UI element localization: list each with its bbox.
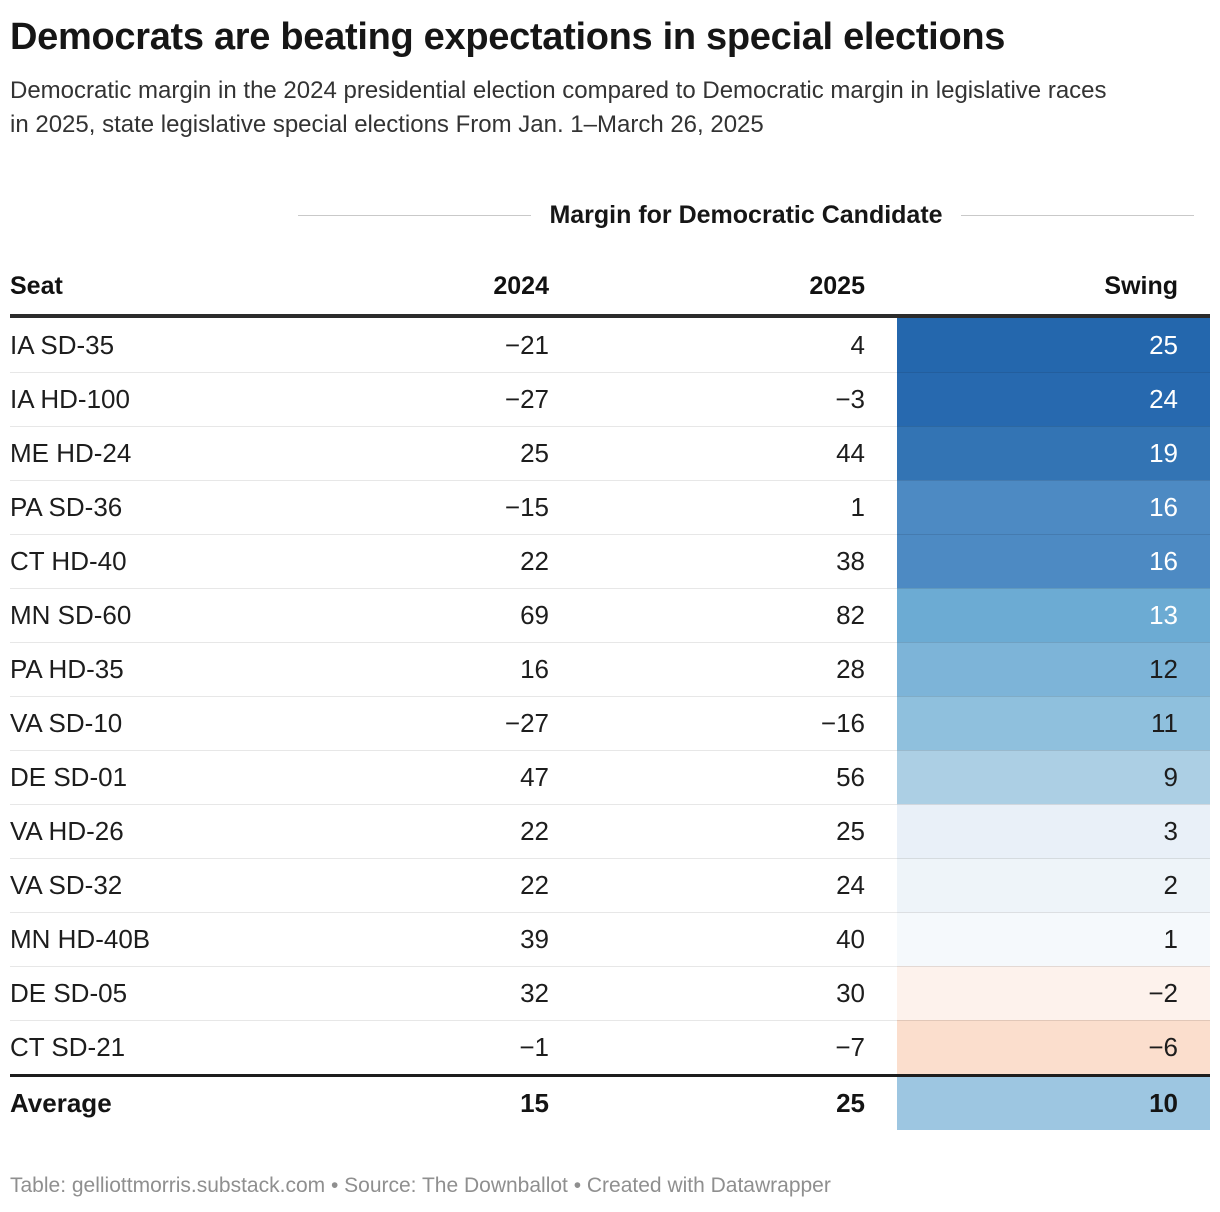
margin-2024-cell: −27	[311, 372, 581, 426]
seat-cell: VA HD-26	[10, 804, 311, 858]
seat-cell: MN HD-40B	[10, 912, 311, 966]
swing-cell: 12	[897, 642, 1210, 696]
margin-2025-cell: 1	[581, 480, 897, 534]
margin-2024-cell: 22	[311, 534, 581, 588]
margin-2024-cell: 69	[311, 588, 581, 642]
margin-2024-cell: 16	[311, 642, 581, 696]
swing-cell: −2	[897, 966, 1210, 1020]
margin-2025-cell: 24	[581, 858, 897, 912]
swing-cell: 1	[897, 912, 1210, 966]
margin-2025-cell: −16	[581, 696, 897, 750]
seat-cell: MN SD-60	[10, 588, 311, 642]
seat-cell: IA HD-100	[10, 372, 311, 426]
table-row: VA SD-32 22 24 2	[10, 858, 1210, 912]
swing-cell: 11	[897, 696, 1210, 750]
seat-cell: CT HD-40	[10, 534, 311, 588]
seat-cell: DE SD-05	[10, 966, 311, 1020]
table-row: CT HD-40 22 38 16	[10, 534, 1210, 588]
table-row: MN HD-40B 39 40 1	[10, 912, 1210, 966]
margin-2025-cell: 30	[581, 966, 897, 1020]
margin-2024-cell: 39	[311, 912, 581, 966]
swing-cell: 25	[897, 318, 1210, 372]
column-header-seat: Seat	[10, 272, 63, 300]
table-row: CT SD-21 −1 −7 −6	[10, 1020, 1210, 1074]
column-header-swing: Swing	[1104, 272, 1178, 300]
page-title: Democrats are beating expectations in sp…	[10, 16, 1006, 58]
footer-attribution: Table: gelliottmorris.substack.com • Sou…	[10, 1174, 831, 1197]
margin-2025-cell: 56	[581, 750, 897, 804]
average-2025-cell: 25	[836, 1088, 865, 1118]
average-swing-cell: 10	[897, 1077, 1210, 1130]
margin-2025-cell: −7	[581, 1020, 897, 1074]
table-row: ME HD-24 25 44 19	[10, 426, 1210, 480]
seat-cell: ME HD-24	[10, 426, 311, 480]
swing-cell: 3	[897, 804, 1210, 858]
margin-2025-cell: 4	[850, 329, 865, 360]
table-row: MN SD-60 69 82 13	[10, 588, 1210, 642]
average-label-cell: Average	[10, 1088, 112, 1118]
margin-2025-cell: 28	[581, 642, 897, 696]
swing-cell: 9	[897, 750, 1210, 804]
seat-cell: CT SD-21	[10, 1020, 311, 1074]
margin-2025-cell: 82	[581, 588, 897, 642]
margin-2024-cell: −15	[311, 480, 581, 534]
table-average-row: Average 15 25 10	[10, 1074, 1210, 1130]
column-header-2024: 2024	[493, 272, 549, 300]
divider-line-right	[960, 214, 1195, 216]
table-header-row: Seat 2024 2025 Swing	[10, 246, 1210, 318]
margin-2025-cell: 40	[581, 912, 897, 966]
margin-2025-cell: 25	[581, 804, 897, 858]
margin-2025-cell: 38	[581, 534, 897, 588]
margin-2024-cell: 25	[311, 426, 581, 480]
margin-2024-cell: 22	[311, 804, 581, 858]
seat-cell: VA SD-10	[10, 696, 311, 750]
table-row: DE SD-05 32 30 −2	[10, 966, 1210, 1020]
margin-2024-cell: 22	[311, 858, 581, 912]
margin-2025-cell: 44	[581, 426, 897, 480]
column-group-label: Margin for Democratic Candidate	[549, 200, 943, 229]
page-subtitle: Democratic margin in the 2024 presidenti…	[10, 77, 1107, 138]
swing-cell: −6	[897, 1020, 1210, 1074]
column-header-2025: 2025	[809, 272, 865, 300]
margin-2024-cell: −21	[504, 329, 549, 360]
swing-cell: 16	[897, 480, 1210, 534]
margin-2024-cell: −1	[311, 1020, 581, 1074]
swing-cell: 24	[897, 372, 1210, 426]
table-row: VA HD-26 22 25 3	[10, 804, 1210, 858]
average-2024-cell: 15	[520, 1088, 549, 1118]
swing-cell: 13	[897, 588, 1210, 642]
table-row: PA HD-35 16 28 12	[10, 642, 1210, 696]
margin-2025-cell: −3	[581, 372, 897, 426]
seat-cell: VA SD-32	[10, 858, 311, 912]
table-row: DE SD-01 47 56 9	[10, 750, 1210, 804]
table-row: IA HD-100 −27 −3 24	[10, 372, 1210, 426]
margin-2024-cell: 32	[311, 966, 581, 1020]
seat-cell: PA HD-35	[10, 642, 311, 696]
swing-cell: 16	[897, 534, 1210, 588]
swing-cell: 19	[897, 426, 1210, 480]
swing-cell: 2	[897, 858, 1210, 912]
margin-2024-cell: −27	[311, 696, 581, 750]
margin-2024-cell: 47	[311, 750, 581, 804]
seat-cell: IA SD-35	[10, 329, 115, 360]
column-group-header: Margin for Democratic Candidate	[298, 200, 1195, 230]
seat-cell: PA SD-36	[10, 480, 311, 534]
table-row: PA SD-36 −15 1 16	[10, 480, 1210, 534]
table-row: VA SD-10 −27 −16 11	[10, 696, 1210, 750]
divider-line-left	[298, 214, 532, 216]
table-body: IA SD-35 −21 4 25 IA HD-100 −27 −3 24 ME…	[10, 318, 1210, 1074]
table-row: IA SD-35 −21 4 25	[10, 318, 1210, 372]
seat-cell: DE SD-01	[10, 750, 311, 804]
